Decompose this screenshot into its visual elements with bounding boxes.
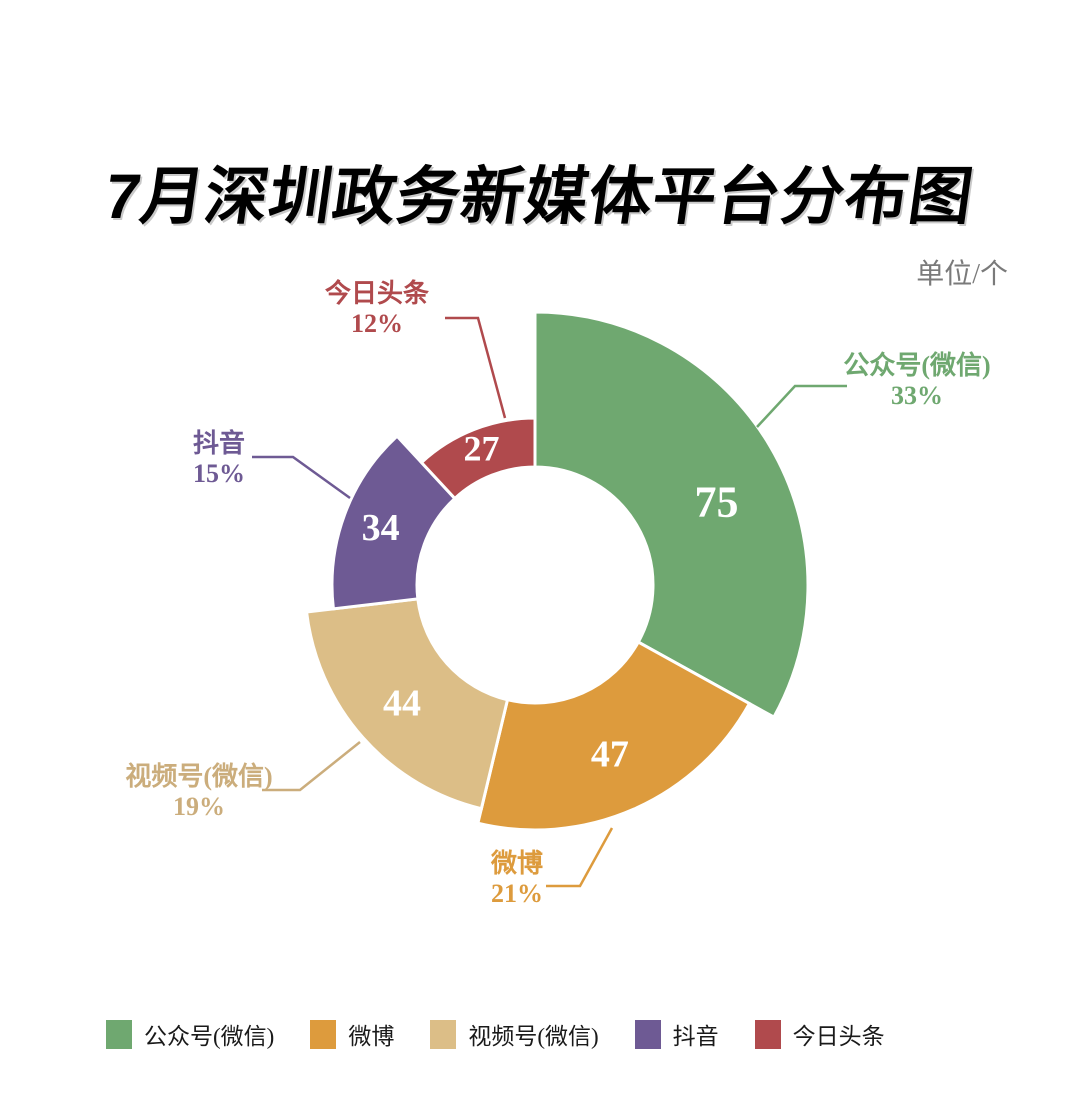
pie-slice-3 <box>330 433 457 611</box>
callout-name: 视频号(微信) <box>125 762 273 791</box>
legend-swatch <box>310 1019 337 1049</box>
legend-item-0: 公众号(微信) <box>106 1017 274 1051</box>
legend-item-2: 视频号(微信) <box>430 1017 599 1051</box>
chart-legend: 公众号(微信) 微博 视频号(微信) 抖音 今日头条 <box>106 1017 885 1051</box>
slice-callout-0: 公众号(微信) 33% <box>843 351 990 411</box>
label-leader-line <box>445 316 507 419</box>
callout-name: 微博 <box>490 849 544 878</box>
legend-item-4: 今日头条 <box>754 1017 885 1051</box>
callout-percent: 15% <box>192 459 245 489</box>
slice-value-label: 27 <box>464 429 500 469</box>
pie-slice-4 <box>419 416 537 501</box>
legend-label: 抖音 <box>672 1024 719 1049</box>
slice-value-label: 34 <box>362 507 400 549</box>
slice-value-label: 75 <box>695 478 739 527</box>
legend-item-3: 抖音 <box>634 1017 719 1051</box>
label-leader-line <box>546 827 614 888</box>
callout-percent: 12% <box>350 309 403 339</box>
legend-swatch <box>106 1019 132 1049</box>
legend-label: 公众号(微信) <box>144 1024 275 1049</box>
legend-label: 微博 <box>348 1024 395 1049</box>
legend-item-1: 微博 <box>310 1017 394 1051</box>
legend-swatch <box>754 1019 781 1049</box>
legend-swatch <box>634 1019 661 1049</box>
callout-percent: 21% <box>490 879 543 909</box>
label-leader-line <box>262 741 361 792</box>
pie-slice-0 <box>533 310 810 720</box>
pie-slice-2 <box>304 597 510 811</box>
callout-name: 今日头条 <box>324 279 430 308</box>
slice-callout-3: 抖音 15% <box>193 429 245 489</box>
legend-swatch <box>430 1019 457 1049</box>
callout-percent: 19% <box>172 792 225 822</box>
slice-callout-2: 视频号(微信) 19% <box>125 762 272 822</box>
slice-value-label: 47 <box>591 734 629 776</box>
slice-callout-1: 微博 21% <box>491 849 543 909</box>
callout-name: 公众号(微信) <box>843 351 991 380</box>
slice-value-label: 44 <box>383 682 421 724</box>
callout-name: 抖音 <box>192 429 246 458</box>
label-leader-line <box>756 384 847 428</box>
slice-callout-4: 今日头条 12% <box>325 279 429 339</box>
label-leader-line <box>252 455 351 500</box>
legend-label: 今日头条 <box>792 1024 885 1049</box>
unit-label: 单位/个 <box>916 259 1008 290</box>
legend-label: 视频号(微信) <box>468 1024 599 1049</box>
callout-percent: 33% <box>890 381 943 411</box>
pie-slice-1 <box>476 640 752 832</box>
